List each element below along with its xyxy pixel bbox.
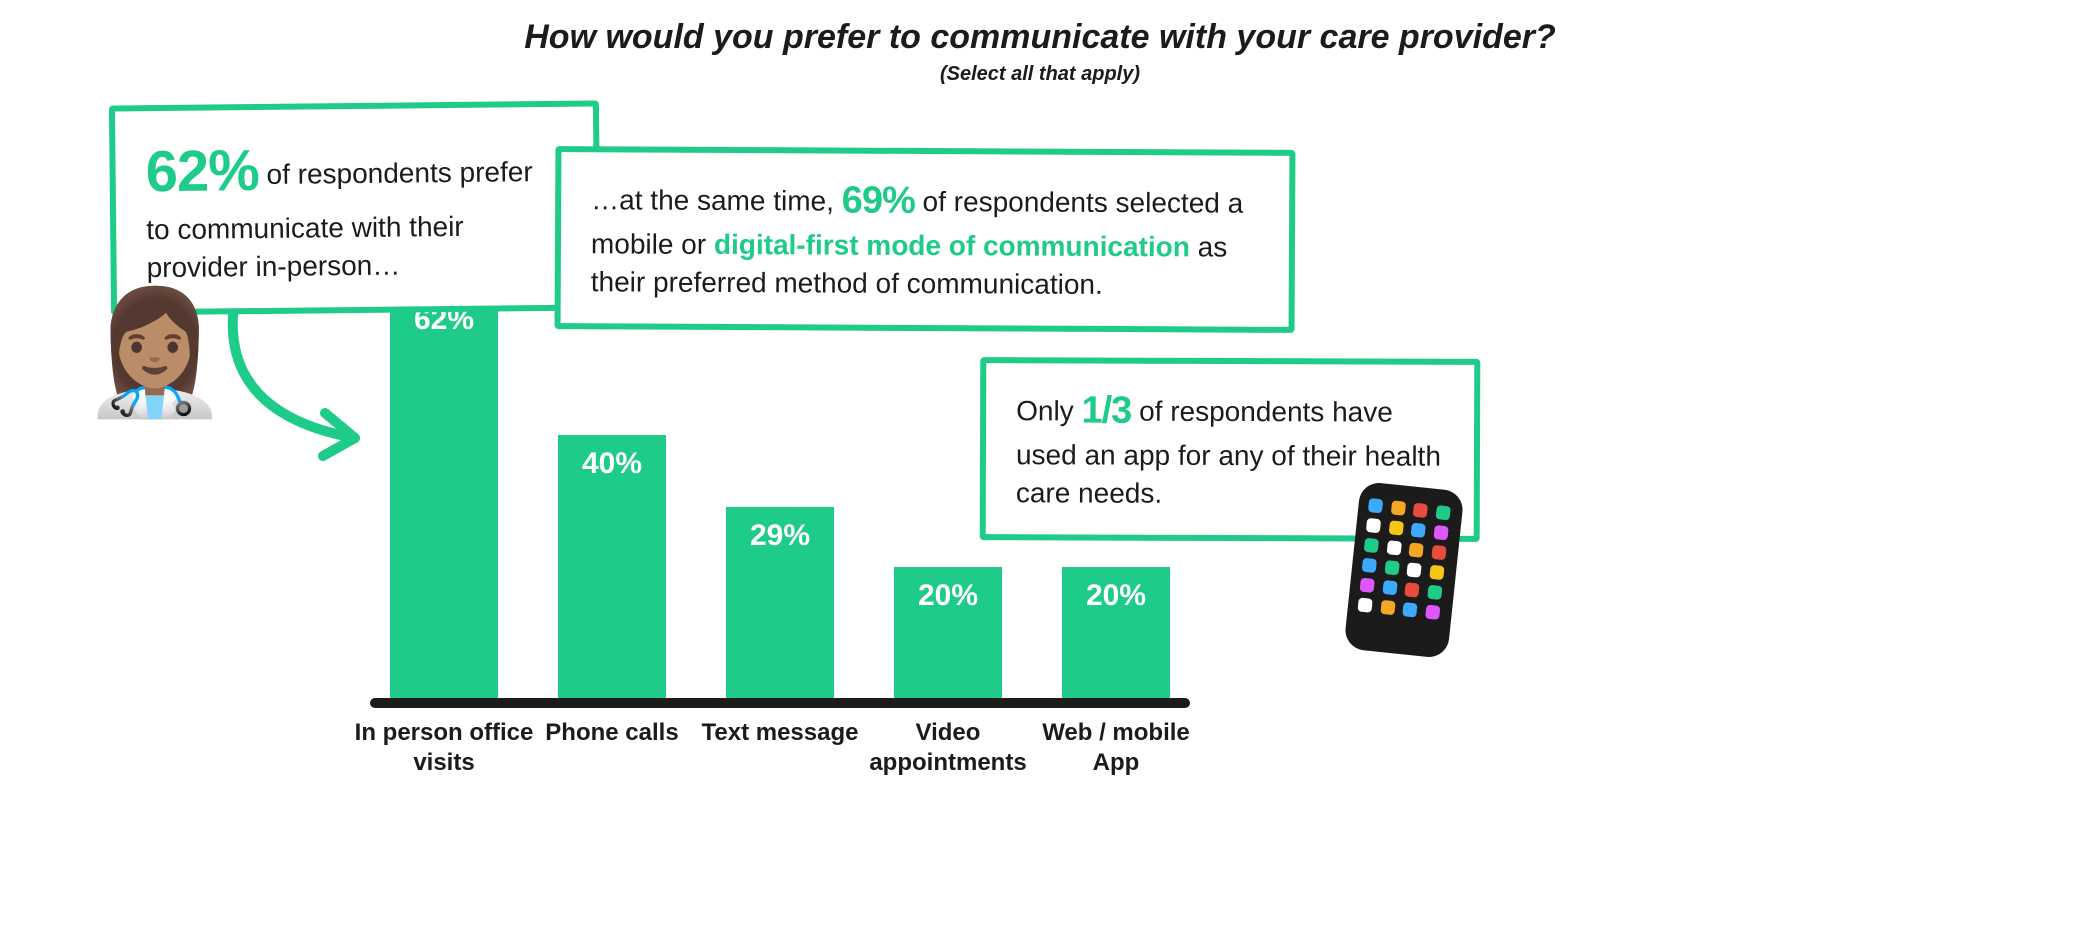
bar: 62% <box>390 291 498 698</box>
x-axis <box>370 698 1190 708</box>
phone-icon <box>1344 481 1465 659</box>
app-icon <box>1402 602 1417 617</box>
bar-value-label: 20% <box>894 579 1002 613</box>
app-icon <box>1382 580 1397 595</box>
bar: 29% <box>726 507 834 698</box>
app-icon <box>1362 558 1377 573</box>
app-icon <box>1427 585 1442 600</box>
app-icon <box>1425 604 1440 619</box>
bar-category-label: Text message <box>690 718 870 808</box>
app-icon <box>1390 500 1405 515</box>
app-icon <box>1364 538 1379 553</box>
bar: 40% <box>558 435 666 698</box>
app-icon <box>1429 565 1444 580</box>
doctor-emoji-icon: 👩🏽‍⚕️ <box>80 293 229 413</box>
chart-subtitle: (Select all that apply) <box>0 63 2080 86</box>
callout-3-before: Only <box>1016 395 1081 426</box>
app-icon <box>1413 503 1428 518</box>
app-icon <box>1357 597 1372 612</box>
app-icon <box>1368 498 1383 513</box>
bar: 20% <box>894 567 1002 698</box>
bar: 20% <box>1062 567 1170 698</box>
app-icon <box>1388 520 1403 535</box>
app-icon <box>1384 560 1399 575</box>
app-icon <box>1431 545 1446 560</box>
app-icon <box>1386 540 1401 555</box>
app-icon <box>1380 600 1395 615</box>
bar-rect: 20% <box>1062 567 1170 698</box>
bar-category-label: Video appointments <box>858 718 1038 808</box>
app-icon <box>1406 562 1421 577</box>
phone-screen <box>1356 498 1453 636</box>
app-icon <box>1366 518 1381 533</box>
bar-category-label: In person office visits <box>354 718 534 808</box>
bar-rect: 62% <box>390 291 498 698</box>
app-icon <box>1360 578 1375 593</box>
callout-in-person: 62% of respondents prefer to communicate… <box>109 100 601 315</box>
bar-rect: 20% <box>894 567 1002 698</box>
app-icon <box>1408 542 1423 557</box>
callout-2-stat: 69% <box>842 180 915 222</box>
callout-2-before: …at the same time, <box>591 184 842 216</box>
labels-container: In person office visitsPhone callsText m… <box>390 718 1170 808</box>
bar-category-label: Phone calls <box>522 718 702 808</box>
callout-digital-first: …at the same time, 69% of respondents se… <box>555 146 1296 333</box>
bar-category-label: Web / mobile App <box>1026 718 1206 808</box>
chart-title: How would you prefer to communicate with… <box>0 18 2080 57</box>
app-icon <box>1433 525 1448 540</box>
bar-value-label: 20% <box>1062 579 1170 613</box>
bar-rect: 40% <box>558 435 666 698</box>
bar-value-label: 40% <box>558 447 666 481</box>
callout-1-stat: 62% <box>145 138 259 204</box>
app-icon <box>1411 523 1426 538</box>
app-icon <box>1435 505 1450 520</box>
bar-value-label: 29% <box>726 519 834 553</box>
app-icon <box>1404 582 1419 597</box>
callout-3-stat: 1/3 <box>1081 389 1131 431</box>
callout-2-highlight: digital-first mode of communication <box>714 229 1190 262</box>
bar-rect: 29% <box>726 507 834 698</box>
arrow-icon <box>215 288 395 468</box>
